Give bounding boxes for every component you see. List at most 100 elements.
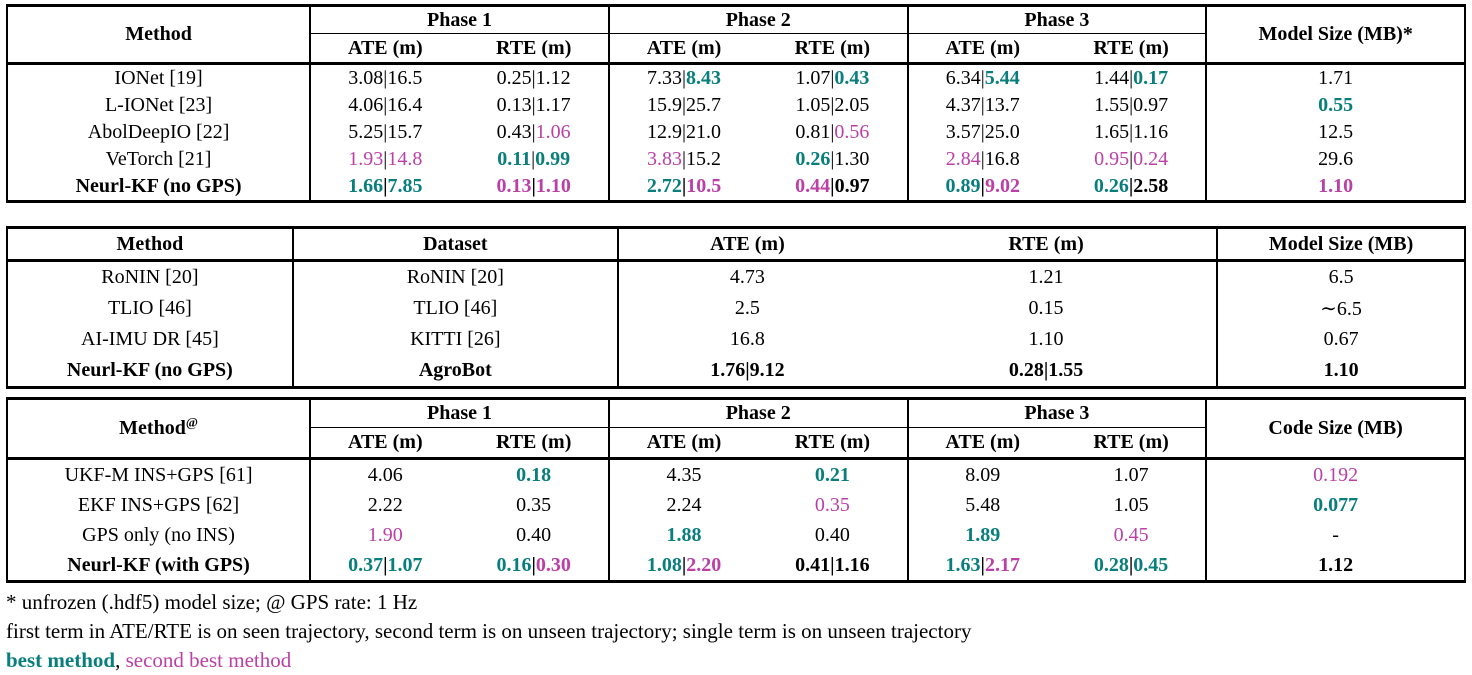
- value-cell: 0.40: [459, 520, 608, 550]
- value-separator: |: [383, 67, 388, 89]
- value-part: 0.192: [1313, 463, 1359, 486]
- value-part: 0.21: [814, 463, 850, 486]
- value-part: 2.17: [984, 553, 1020, 576]
- column-header: RTE (m): [875, 227, 1218, 262]
- metric-column-header: RTE (m): [758, 33, 908, 65]
- method-cell: VeTorch [21]: [105, 148, 212, 170]
- value-part: 1.93: [348, 148, 384, 170]
- value-part: 0.26: [1093, 175, 1129, 197]
- value-part: 0.56: [834, 121, 870, 143]
- value-separator: |: [383, 175, 388, 197]
- method-cell: EKF INS+GPS [62]: [77, 493, 240, 516]
- value-part: 0.11: [497, 148, 532, 170]
- metric-column-header: ATE (m): [607, 427, 759, 460]
- table-row: Neurl-KF (no GPS) AgroBot 1.76|9.12 0.28|1.…: [7, 355, 1465, 388]
- metric-column-header: RTE (m): [1056, 33, 1207, 65]
- value-cell: 0.21: [758, 459, 907, 491]
- value-separator: |: [1043, 359, 1049, 381]
- value-cell: 1.88: [607, 520, 759, 550]
- table-row: TLIO [46] TLIO [46] 2.5 0.15 ∼6.5: [7, 293, 1465, 324]
- value-part: 6.5: [1328, 266, 1354, 288]
- value-part: 29.6: [1318, 148, 1354, 170]
- value-part: 14.8: [387, 148, 423, 170]
- method-cell: AI-IMU DR [45]: [81, 328, 219, 350]
- value-cell: 8.09: [906, 458, 1057, 490]
- value-cell: 0.28|1.55: [876, 355, 1217, 388]
- value-part: 1.12: [1318, 553, 1354, 576]
- value-part: 1.88: [666, 523, 702, 546]
- table-row: VeTorch [21] 1.93|14.8 0.11|0.99 3.83|15.2 0…: [7, 146, 1465, 173]
- value-part: 0.15: [1028, 297, 1064, 319]
- table-row: AI-IMU DR [45] KITTI [26] 16.8 1.10 0.67: [7, 324, 1465, 355]
- value-separator: |: [531, 121, 536, 143]
- metric-column-header: ATE (m): [309, 33, 460, 65]
- value-part: 8.43: [686, 67, 722, 89]
- value-part: 2.22: [367, 493, 403, 516]
- value-part: 0.16: [496, 553, 532, 576]
- value-part: 5.25: [348, 121, 384, 143]
- value-part: 5.44: [984, 67, 1020, 89]
- value-cell: 0.11|0.99: [459, 146, 608, 173]
- table-row: EKF INS+GPS [62] 2.22 0.35 2.24 0.35 5.48 1.05…: [7, 490, 1465, 520]
- value-cell: 2.84|16.8: [906, 146, 1057, 173]
- value-cell: 1.10: [1216, 355, 1465, 388]
- value-part: 1.17: [535, 94, 571, 116]
- value-part: RoNIN [20]: [406, 266, 504, 288]
- size-cell: 1.71: [1205, 63, 1465, 92]
- header-row-phases: Method Phase 1 Phase 2 Phase 3 Model Size (M…: [7, 5, 1465, 65]
- value-part: 2.24: [666, 493, 702, 516]
- value-separator: |: [682, 94, 687, 116]
- value-part: 8.09: [965, 463, 1001, 486]
- value-part: 1.05: [795, 94, 831, 116]
- legend-separator: ,: [115, 648, 126, 672]
- value-part: 4.06: [367, 463, 403, 486]
- size-cell: 12.5: [1205, 119, 1465, 146]
- value-cell: 0.13|1.10: [459, 173, 608, 202]
- value-cell: 0.35: [459, 490, 608, 520]
- value-cell: 0.95|0.24: [1057, 146, 1206, 173]
- value-separator: |: [383, 148, 388, 170]
- value-part: 4.37: [945, 94, 981, 116]
- value-part: 1.06: [535, 121, 571, 143]
- value-cell: 16.8: [616, 324, 876, 355]
- value-part: 0.55: [1318, 94, 1354, 116]
- value-separator: |: [830, 121, 835, 143]
- value-part: 16.8: [984, 148, 1020, 170]
- legend-second-best-label: second best method: [125, 648, 292, 672]
- value-cell: 0.35: [758, 490, 907, 520]
- value-cell: 1.05|2.05: [758, 92, 907, 119]
- column-header: Dataset: [291, 227, 618, 262]
- value-cell: 4.06|16.4: [309, 92, 460, 119]
- value-separator: |: [745, 359, 750, 381]
- value-part: 4.06: [348, 94, 384, 116]
- value-part: 1.16: [834, 553, 870, 576]
- value-separator: |: [830, 175, 835, 197]
- method-cell: UKF-M INS+GPS [61]: [64, 463, 253, 486]
- method-cell: IONet [19]: [114, 67, 203, 89]
- value-cell: 1.05: [1057, 490, 1206, 520]
- method-column-header: Method@: [7, 398, 311, 460]
- size-column-header: Model Size (MB)*: [1205, 5, 1465, 65]
- table-row: RoNIN [20] RoNIN [20] 4.73 1.21 6.5: [7, 260, 1465, 293]
- value-part: 0.18: [516, 463, 552, 486]
- value-part: 0.97: [834, 175, 870, 197]
- value-cell: ∼6.5: [1216, 293, 1465, 324]
- value-part: 0.077: [1313, 493, 1359, 516]
- method-cell: Neurl-KF (no GPS): [66, 359, 233, 381]
- table-row: IONet [19] 3.08|16.5 0.25|1.12 7.33|8.43 1.0…: [7, 63, 1465, 92]
- value-part: 0.43: [496, 121, 532, 143]
- table-header: Method Phase 1 Phase 2 Phase 3 Model Size (M…: [7, 5, 1465, 65]
- phase-column-header: Phase 1: [309, 398, 609, 428]
- value-cell: 1.63|2.17: [906, 550, 1057, 582]
- phase-column-header: Phase 3: [906, 398, 1207, 428]
- value-separator: |: [980, 67, 985, 89]
- value-cell: 4.37|13.7: [906, 92, 1057, 119]
- metric-column-header: RTE (m): [459, 427, 609, 460]
- table-row: UKF-M INS+GPS [61] 4.06 0.18 4.35 0.21 8.09 1.…: [7, 458, 1465, 491]
- value-separator: |: [980, 175, 985, 197]
- value-part: 4.35: [666, 463, 702, 486]
- value-cell: 0.18: [459, 459, 608, 491]
- value-separator: |: [830, 553, 835, 576]
- value-part: 0.40: [814, 523, 850, 546]
- value-cell: 1.90: [309, 520, 460, 550]
